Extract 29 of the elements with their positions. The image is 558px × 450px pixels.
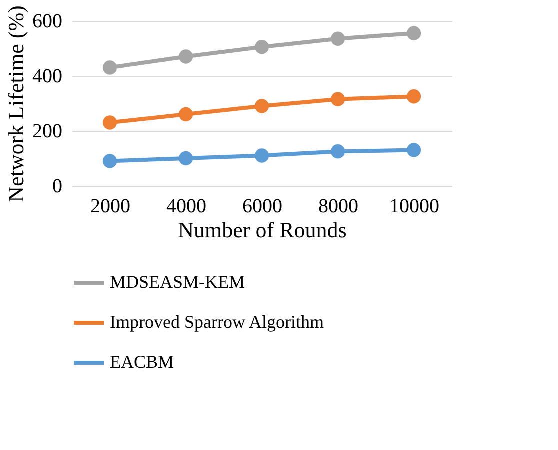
x-tick-label: 6000 <box>242 196 282 218</box>
legend-label: MDSEASM-KEM <box>110 272 246 292</box>
y-tick-label: 0 <box>52 176 62 198</box>
point <box>330 144 346 159</box>
point <box>254 40 270 54</box>
point <box>330 32 346 46</box>
point <box>102 60 118 75</box>
legend-label: Improved Sparrow Algorithm <box>110 312 324 332</box>
point <box>178 107 194 122</box>
point <box>254 99 270 114</box>
point <box>102 154 118 168</box>
point <box>406 90 422 104</box>
point <box>178 151 194 166</box>
x-axis-title: Number of Rounds <box>178 218 347 242</box>
y-tick-label: 400 <box>32 66 62 88</box>
point <box>102 116 118 130</box>
x-tick-label: 4000 <box>166 196 206 218</box>
legend-label: EACBM <box>110 352 174 372</box>
point <box>330 92 346 106</box>
y-axis-title: Network Lifetime (%) <box>4 6 28 202</box>
point <box>406 26 422 40</box>
x-tick-label: 8000 <box>318 196 358 218</box>
y-tick-label: 200 <box>32 120 62 142</box>
point <box>178 50 194 64</box>
x-tick-label: 2000 <box>90 196 130 218</box>
point <box>406 143 422 158</box>
point <box>254 148 270 163</box>
x-tick-label: 10000 <box>390 196 440 218</box>
y-tick-label: 600 <box>32 10 62 32</box>
